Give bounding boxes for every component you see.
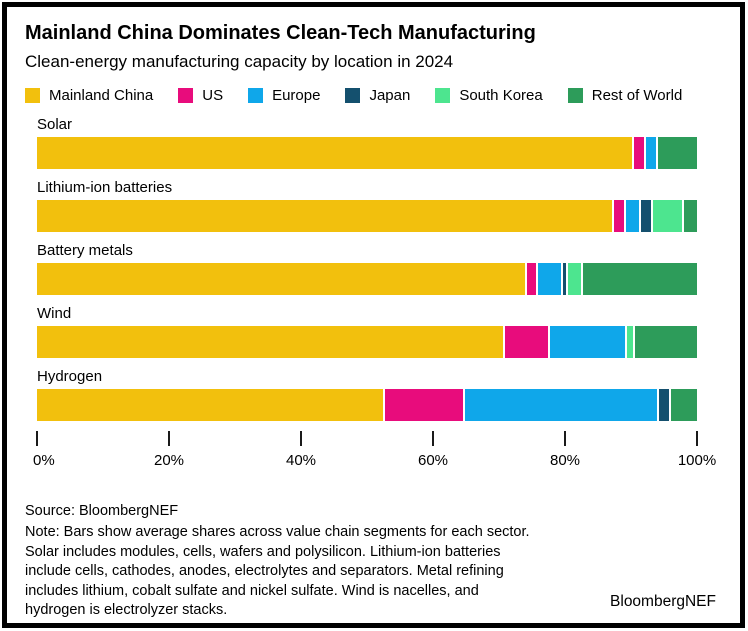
bar-segment-us bbox=[505, 326, 548, 358]
axis-tick bbox=[300, 431, 302, 446]
legend-item-mainland-china: Mainland China bbox=[25, 87, 153, 104]
bar-segment-us bbox=[614, 200, 624, 232]
bar-label: Battery metals bbox=[37, 242, 133, 259]
legend-label: South Korea bbox=[459, 87, 543, 104]
bar-label: Wind bbox=[37, 305, 72, 322]
legend-item-us: US bbox=[178, 87, 223, 104]
bar-segment-japan bbox=[563, 263, 567, 295]
legend-swatch bbox=[567, 88, 583, 103]
bar-segment-mainland-china bbox=[37, 389, 383, 421]
stacked-bar bbox=[37, 263, 697, 295]
legend-label: Rest of World bbox=[591, 87, 683, 104]
axis-tick-label: 0% bbox=[33, 452, 55, 469]
legend-swatch bbox=[178, 88, 194, 103]
legend-label: Japan bbox=[369, 87, 411, 104]
legend-label: US bbox=[202, 87, 224, 104]
bar-segment-mainland-china bbox=[37, 263, 525, 295]
stacked-bar bbox=[37, 137, 697, 169]
bar-segment-south-korea bbox=[626, 326, 634, 358]
bar-label: Hydrogen bbox=[37, 368, 103, 385]
legend-swatch bbox=[345, 88, 361, 103]
bar-row: Battery metals bbox=[37, 242, 697, 295]
stacked-bar-chart: Solar Lithium-ion batteries Battery metals… bbox=[37, 116, 697, 421]
legend: Mainland China US Europe Japan South Korea Re… bbox=[25, 87, 720, 104]
axis-tick bbox=[696, 431, 698, 446]
axis-tick bbox=[168, 431, 170, 446]
stacked-bar bbox=[37, 200, 697, 232]
axis-tick-label: 20% bbox=[153, 452, 185, 469]
bar-segment-rest-of-world bbox=[670, 389, 697, 421]
bar-segment-europe bbox=[464, 389, 658, 421]
bar-segment-south-korea bbox=[568, 263, 582, 295]
bar-segment-mainland-china bbox=[37, 200, 613, 232]
bar-segment-japan bbox=[641, 200, 651, 232]
bar-segment-us bbox=[634, 137, 644, 169]
x-axis: 0% 20% 40% 60% 80% 100% bbox=[33, 431, 716, 471]
axis-tick bbox=[432, 431, 434, 446]
bar-segment-japan bbox=[659, 389, 669, 421]
bar-segment-us bbox=[384, 389, 463, 421]
bar-segment-south-korea bbox=[652, 200, 682, 232]
bloombergnef-logo: BloombergNEF bbox=[610, 593, 716, 610]
bar-row: Lithium-ion batteries bbox=[37, 179, 697, 232]
bar-segment-rest-of-world bbox=[684, 200, 697, 232]
bar-segment-europe bbox=[645, 137, 656, 169]
legend-item-europe: Europe bbox=[248, 87, 320, 104]
note-text: Note: Bars show average shares across va… bbox=[25, 524, 530, 618]
chart-content: Mainland China Dominates Clean-Tech Manu… bbox=[7, 7, 740, 623]
axis-tick bbox=[36, 431, 38, 446]
bar-segment-europe bbox=[549, 326, 625, 358]
stacked-bar bbox=[37, 326, 697, 358]
bar-segment-rest-of-world bbox=[657, 137, 697, 169]
stacked-bar bbox=[37, 389, 697, 421]
axis-tick-label: 80% bbox=[549, 452, 581, 469]
footer: Source: BloombergNEF Note: Bars show ave… bbox=[25, 502, 720, 621]
bar-segment-rest-of-world bbox=[583, 263, 697, 295]
bar-segment-mainland-china bbox=[37, 137, 633, 169]
legend-item-south-korea: South Korea bbox=[435, 87, 543, 104]
bar-segment-rest-of-world bbox=[635, 326, 697, 358]
page-title: Mainland China Dominates Clean-Tech Manu… bbox=[25, 22, 536, 44]
legend-item-rest-of-world: Rest of World bbox=[567, 87, 683, 104]
bar-segment-europe bbox=[626, 200, 639, 232]
axis-tick-label: 40% bbox=[285, 452, 317, 469]
bar-label: Lithium-ion batteries bbox=[37, 179, 173, 196]
bar-row: Solar bbox=[37, 116, 697, 169]
page-subtitle: Clean-energy manufacturing capacity by l… bbox=[25, 52, 454, 71]
legend-swatch bbox=[25, 88, 40, 103]
bar-row: Wind bbox=[37, 305, 697, 358]
axis-tick-label: 60% bbox=[417, 452, 449, 469]
axis-tick bbox=[564, 431, 566, 446]
legend-swatch bbox=[435, 88, 451, 103]
bar-row: Hydrogen bbox=[37, 368, 697, 421]
legend-label: Europe bbox=[272, 87, 321, 104]
bar-label: Solar bbox=[37, 116, 73, 133]
bar-segment-us bbox=[526, 263, 537, 295]
bar-segment-mainland-china bbox=[37, 326, 504, 358]
axis-tick-label: 100% bbox=[677, 452, 717, 469]
bar-segment-europe bbox=[538, 263, 561, 295]
legend-swatch bbox=[248, 88, 264, 103]
legend-label: Mainland China bbox=[49, 87, 154, 104]
legend-item-japan: Japan bbox=[345, 87, 410, 104]
source-line: Source: BloombergNEF bbox=[25, 503, 179, 519]
